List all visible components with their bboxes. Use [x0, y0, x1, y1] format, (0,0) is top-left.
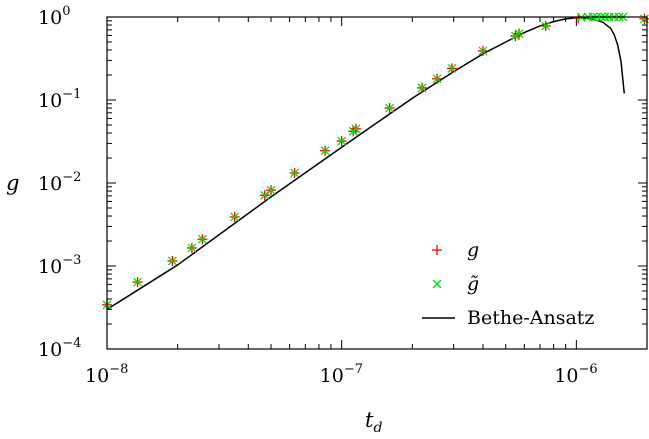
- legend-label: Bethe-Ansatz: [467, 307, 594, 329]
- tick-marks: [106, 16, 648, 350]
- data-point-g-tilde: [447, 63, 457, 73]
- plot-frame: [106, 16, 648, 350]
- plot-series: [102, 12, 649, 311]
- data-point-g-tilde: [478, 46, 488, 56]
- data-point-g-tilde: [385, 103, 395, 113]
- y-tick-label: 10−3: [38, 253, 81, 278]
- legend-label: g: [467, 239, 479, 261]
- data-point-g-tilde: [230, 212, 240, 222]
- data-point-g-tilde: [514, 29, 524, 39]
- data-point-g-tilde: [133, 277, 143, 287]
- data-point-g-tilde: [167, 256, 177, 266]
- data-point-g-tilde: [351, 124, 361, 134]
- legend-marker-g: [432, 245, 442, 255]
- y-tick-label: 100: [38, 4, 70, 29]
- data-point-g-tilde: [260, 190, 270, 200]
- y-tick-label: 10−1: [38, 87, 81, 112]
- legend-marker-g-tilde: [432, 279, 442, 289]
- legend-label: g̃: [467, 273, 479, 295]
- x-tick-label: 10−6: [554, 362, 597, 387]
- y-tick-label: 10−4: [38, 336, 81, 361]
- data-point-g-tilde: [266, 185, 276, 195]
- data-point-g-tilde: [541, 21, 551, 31]
- data-point-g-tilde: [320, 146, 330, 156]
- data-point-g-tilde: [432, 74, 442, 84]
- data-point-g-tilde: [337, 136, 347, 146]
- series-line-bethe-ansatz: [106, 16, 626, 311]
- legend: g g̃ Bethe-Ansatz: [422, 239, 594, 329]
- x-tick-label: 10−7: [320, 362, 363, 387]
- x-tick-label: 10−8: [85, 362, 128, 387]
- y-axis-label: g: [6, 171, 19, 195]
- tick-labels: 10−8 10−7 10−6 10−4 10−3 10−2 10−1 100: [38, 4, 598, 387]
- data-point-g-tilde: [290, 168, 300, 178]
- data-point-g-tilde: [197, 234, 207, 244]
- y-tick-label: 10−2: [38, 170, 81, 195]
- data-point-g-tilde: [417, 83, 427, 93]
- data-point-g-tilde: [187, 243, 197, 253]
- x-axis-label: td: [365, 408, 382, 436]
